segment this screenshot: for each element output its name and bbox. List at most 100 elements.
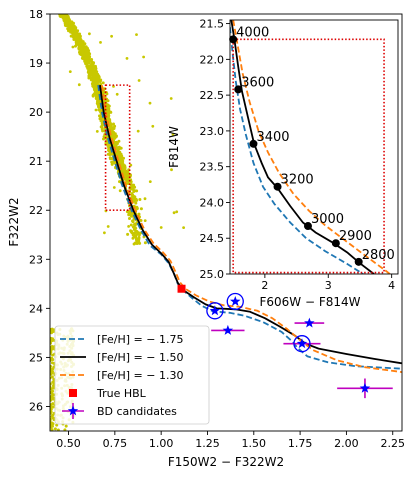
main-y-tick-label: 26	[29, 400, 43, 413]
star-point	[50, 371, 54, 375]
legend-label-feh-130: [Fe/H] = − 1.30	[97, 369, 183, 382]
star-point	[51, 353, 55, 357]
star-point	[77, 40, 81, 44]
star-point	[56, 428, 60, 431]
star-point	[110, 162, 114, 166]
star-point	[50, 356, 54, 360]
star-point	[80, 47, 84, 51]
temperature-label: 4000	[236, 25, 269, 40]
star-point	[106, 152, 110, 156]
inset-isochrones	[230, 20, 391, 274]
temperature-point	[273, 182, 282, 191]
inset-feh-130-line	[232, 20, 391, 274]
star-point	[51, 380, 55, 384]
inset-region-box	[232, 38, 385, 274]
inset-y-axis-label: F814W	[167, 126, 181, 168]
inset-x-axis-label: F606W − F814W	[259, 295, 360, 309]
star-point	[51, 405, 55, 409]
inset-feh-150-line	[230, 20, 375, 274]
star-point	[148, 180, 152, 184]
main-x-axis-ticks: 0.50 0.75 1.00 1.25 1.50 1.75 2.00 2.25	[56, 431, 405, 450]
main-y-tick-label: 21	[29, 155, 43, 168]
star-point	[130, 192, 134, 196]
star-point	[136, 129, 140, 133]
star-point	[133, 223, 137, 227]
star-point	[93, 73, 97, 77]
star-point	[93, 88, 96, 92]
inset-y-tick-label: 24.0	[200, 196, 225, 209]
inset-y-tick-label: 22.0	[200, 53, 225, 66]
star-point	[50, 348, 53, 352]
star-point	[159, 226, 163, 229]
star-point	[90, 60, 94, 64]
star-point	[182, 226, 186, 230]
true-hbl-marker	[177, 284, 186, 293]
star-point	[134, 230, 138, 234]
star-point	[112, 186, 116, 189]
temperature-label: 3400	[256, 130, 289, 145]
star-point	[50, 341, 52, 345]
star-point	[52, 378, 56, 381]
inset-y-tick-label: 23.0	[200, 125, 225, 138]
temperature-point	[331, 239, 340, 248]
star-point	[50, 406, 52, 410]
star-point	[101, 129, 105, 133]
star-point	[72, 35, 75, 39]
star-point	[99, 116, 103, 120]
star-point	[169, 97, 173, 100]
main-x-tick-label: 1.25	[195, 437, 220, 450]
star-point	[50, 375, 54, 379]
star-point	[109, 157, 112, 161]
star-point	[106, 225, 110, 228]
star-point	[114, 145, 118, 149]
star-point	[50, 328, 53, 331]
star-point	[171, 133, 175, 136]
star-point	[50, 391, 53, 395]
legend-label-bd-candidates: BD candidates	[97, 405, 177, 418]
star-point	[114, 141, 118, 145]
main-plot-frame	[49, 13, 403, 432]
star-point	[62, 15, 65, 19]
inset-y-tick-label: 25.0	[200, 268, 225, 281]
star-point	[142, 55, 146, 59]
star-point	[69, 27, 73, 31]
legend: [Fe/H] = − 1.75 [Fe/H] = − 1.50 [Fe/H] =…	[54, 325, 210, 425]
star-point	[91, 76, 95, 80]
star-point	[130, 231, 134, 235]
main-x-tick-label: 1.00	[149, 437, 174, 450]
star-point	[118, 160, 122, 164]
main-y-tick-label: 23	[29, 253, 43, 266]
star-point	[112, 122, 115, 126]
star-point	[68, 22, 72, 26]
star-point	[113, 137, 117, 140]
star-point	[119, 146, 123, 150]
bd-candidate-circle	[293, 335, 311, 353]
star-point	[107, 114, 111, 118]
star-point	[95, 130, 99, 133]
star-point	[132, 242, 136, 246]
star-point	[73, 31, 77, 35]
star-point	[89, 66, 93, 70]
inset-x-tick-label: 4	[388, 279, 395, 292]
bd-candidate-marker	[230, 296, 241, 306]
main-x-axis-label: F150W2 − F322W2	[168, 455, 284, 469]
main-x-tick-label: 0.75	[103, 437, 128, 450]
star-point	[135, 33, 138, 36]
temperature-point	[234, 85, 243, 94]
star-point	[142, 235, 146, 239]
star-point	[50, 361, 54, 365]
star-point	[120, 166, 124, 169]
star-point	[52, 365, 56, 369]
legend-label-feh-175: [Fe/H] = − 1.75	[97, 333, 183, 346]
star-point	[143, 241, 147, 245]
star-point	[50, 345, 54, 348]
star-point	[87, 69, 91, 73]
star-point	[63, 428, 67, 431]
star-point	[132, 197, 136, 201]
star-point	[122, 177, 126, 181]
star-point	[117, 146, 121, 150]
star-point	[50, 364, 52, 368]
inset-feh-175-line	[230, 27, 364, 274]
inset-y-tick-label: 23.5	[200, 161, 225, 174]
star-point	[107, 148, 111, 152]
